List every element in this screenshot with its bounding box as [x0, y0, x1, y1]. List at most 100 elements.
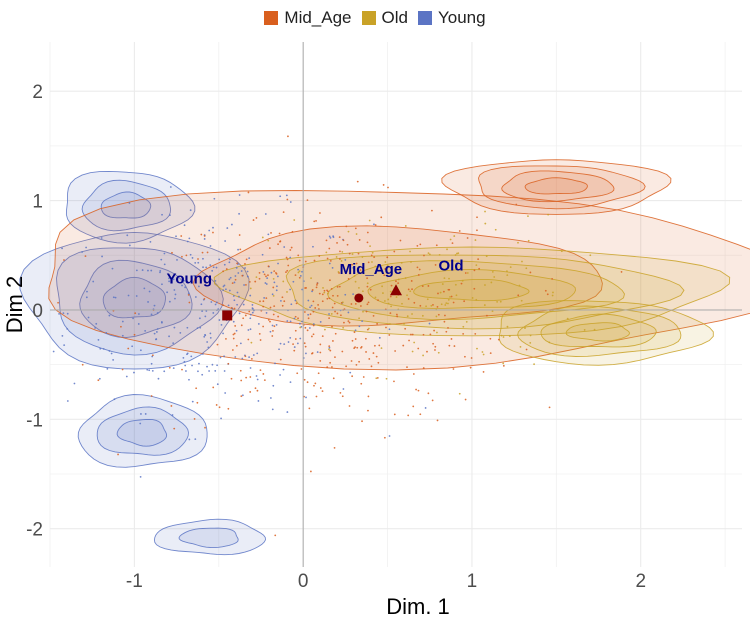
data-point-mid-age	[234, 278, 237, 281]
data-point-mid-age	[355, 262, 358, 265]
data-point-mid-age	[370, 365, 373, 368]
data-point-mid-age	[447, 288, 450, 291]
data-point-young	[283, 246, 286, 248]
data-point-old	[411, 350, 414, 353]
data-point-young	[151, 369, 154, 372]
data-point-mid-age	[181, 255, 183, 258]
data-point-old	[328, 348, 330, 351]
data-point-young	[218, 319, 221, 321]
group-label-old: Old	[439, 257, 464, 274]
data-point-old	[293, 219, 296, 221]
data-point-old	[428, 253, 431, 256]
data-point-young	[183, 279, 185, 282]
data-point-mid-age	[338, 236, 341, 239]
data-point-young	[141, 269, 144, 271]
data-point-mid-age	[415, 388, 417, 391]
data-point-mid-age	[247, 191, 250, 194]
data-point-mid-age	[336, 312, 339, 315]
data-point-young	[131, 345, 134, 348]
data-point-young	[163, 263, 166, 266]
data-point-old	[310, 277, 312, 280]
data-point-mid-age	[447, 327, 449, 329]
data-point-mid-age	[442, 290, 445, 293]
x-axis-title: Dim. 1	[386, 594, 450, 619]
data-point-mid-age	[326, 366, 329, 369]
data-point-mid-age	[294, 329, 297, 332]
data-point-mid-age	[272, 313, 275, 316]
data-point-old	[358, 271, 361, 274]
data-point-young	[224, 392, 227, 394]
data-point-mid-age	[427, 392, 430, 395]
data-point-mid-age	[429, 333, 432, 336]
data-point-mid-age	[351, 339, 354, 342]
data-point-mid-age	[395, 313, 398, 316]
data-point-old	[371, 261, 373, 263]
data-point-mid-age	[236, 262, 239, 265]
data-point-old	[491, 310, 494, 312]
data-point-mid-age	[268, 247, 271, 249]
data-point-mid-age	[620, 271, 623, 273]
data-point-young	[135, 295, 138, 297]
data-point-young	[137, 323, 140, 325]
data-point-mid-age	[63, 259, 65, 261]
data-point-young	[352, 293, 355, 296]
density-contour-mid-age	[48, 190, 750, 371]
data-point-young	[110, 352, 113, 355]
data-point-mid-age	[254, 280, 257, 283]
data-point-young	[232, 320, 235, 323]
data-point-mid-age	[366, 231, 369, 234]
data-point-mid-age	[412, 405, 415, 408]
data-point-mid-age	[341, 395, 344, 398]
data-point-old	[272, 277, 275, 280]
data-point-mid-age	[358, 360, 360, 363]
data-point-mid-age	[370, 254, 373, 257]
data-point-mid-age	[347, 320, 350, 322]
data-point-young	[216, 364, 219, 367]
legend-item-old: Old	[361, 8, 408, 28]
data-point-old	[491, 270, 494, 273]
data-point-young	[202, 266, 204, 269]
data-point-mid-age	[193, 418, 196, 420]
data-point-young	[251, 304, 254, 306]
data-point-young	[203, 277, 206, 280]
data-point-young	[173, 289, 176, 291]
data-point-mid-age	[329, 279, 331, 282]
data-point-mid-age	[330, 287, 333, 290]
legend-item-young: Young	[417, 8, 486, 28]
data-point-mid-age	[353, 331, 356, 334]
data-point-young	[214, 370, 217, 372]
data-point-young	[161, 283, 163, 286]
data-point-mid-age	[225, 268, 228, 270]
data-point-young	[201, 353, 204, 355]
data-point-old	[447, 298, 450, 301]
data-point-mid-age	[317, 372, 320, 375]
data-point-young	[184, 364, 187, 367]
data-point-old	[337, 271, 340, 273]
data-point-old	[421, 314, 424, 317]
data-point-mid-age	[417, 389, 420, 392]
data-point-mid-age	[196, 401, 199, 404]
density-contour-old	[565, 322, 630, 342]
data-point-mid-age	[356, 346, 359, 349]
data-point-mid-age	[341, 350, 344, 353]
data-point-mid-age	[464, 355, 466, 358]
data-point-young	[308, 327, 311, 329]
data-point-young	[287, 341, 290, 343]
data-point-mid-age	[286, 258, 289, 261]
data-point-mid-age	[329, 259, 332, 262]
data-point-young	[126, 234, 129, 237]
data-point-young	[168, 335, 170, 338]
data-point-young	[168, 280, 170, 283]
data-point-mid-age	[489, 337, 492, 340]
data-point-young	[235, 266, 238, 269]
data-point-old	[437, 351, 440, 354]
data-point-mid-age	[373, 256, 376, 258]
data-point-mid-age	[417, 274, 420, 276]
data-point-mid-age	[244, 355, 247, 358]
data-point-young	[298, 322, 301, 325]
data-point-young	[203, 238, 206, 240]
data-point-old	[440, 303, 443, 306]
data-point-young	[285, 194, 288, 197]
data-point-young	[205, 266, 208, 269]
data-point-young	[237, 248, 239, 251]
